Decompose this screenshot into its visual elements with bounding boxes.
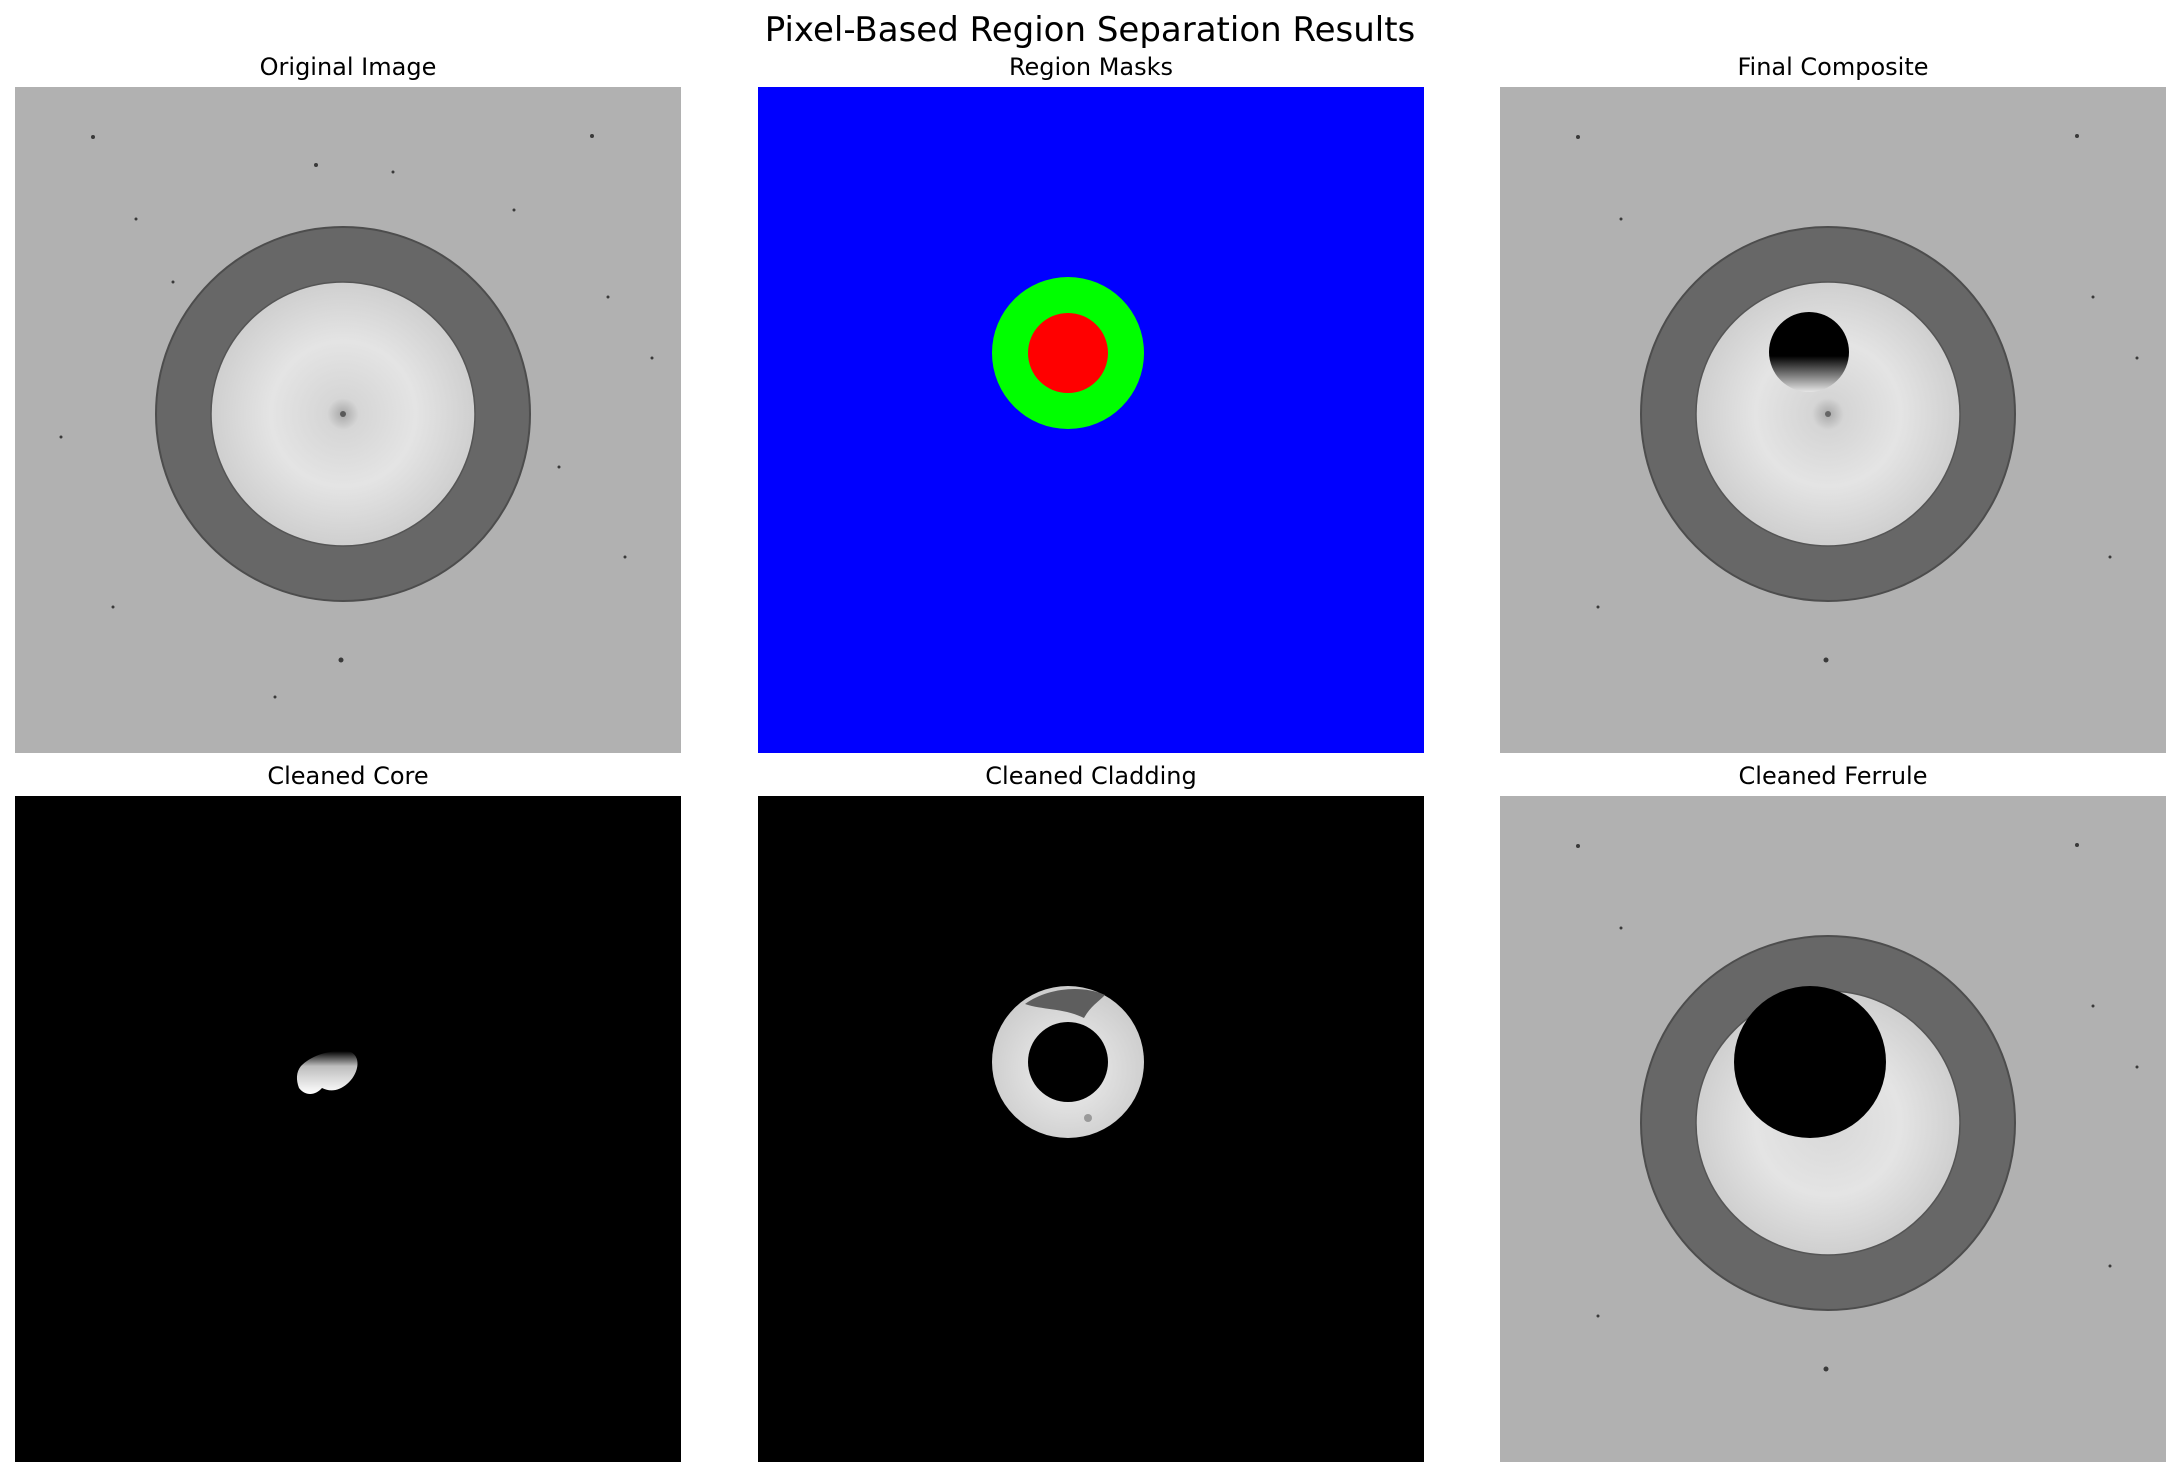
original-image xyxy=(15,87,681,753)
cladding-hole xyxy=(1028,1022,1108,1102)
cladding-dark-band xyxy=(1025,989,1105,1018)
panel-title-region-masks: Region Masks xyxy=(1008,53,1174,81)
figure-title: Pixel-Based Region Separation Results xyxy=(764,10,1416,50)
panel-title-cleaned-ferrule: Cleaned Ferrule xyxy=(1738,762,1928,790)
cleaned-core-image xyxy=(15,796,681,1462)
core-residue xyxy=(296,1051,358,1094)
cleaned-cladding-image xyxy=(758,796,1424,1462)
panel-title-final-composite: Final Composite xyxy=(1737,53,1929,81)
core-mask-overlay xyxy=(1769,312,1849,392)
cleaned-ferrule-image xyxy=(1500,796,2166,1462)
dust-specks xyxy=(1576,134,2139,663)
region-masks-image xyxy=(758,87,1424,753)
dust-specks xyxy=(1576,843,2139,1372)
final-composite-image xyxy=(1500,87,2166,753)
panel-title-original-image: Original Image xyxy=(259,53,437,81)
panel-title-cleaned-core: Cleaned Core xyxy=(267,762,429,790)
removed-region xyxy=(1734,986,1886,1138)
panel-title-cleaned-cladding: Cleaned Cladding xyxy=(985,762,1197,790)
core-center-dot xyxy=(1825,411,1831,417)
core-center-dot xyxy=(340,411,346,417)
dust-specks xyxy=(59,134,654,699)
cladding-center-dot xyxy=(1084,1114,1092,1122)
core-mask xyxy=(1028,313,1108,393)
black-background xyxy=(15,796,681,1462)
